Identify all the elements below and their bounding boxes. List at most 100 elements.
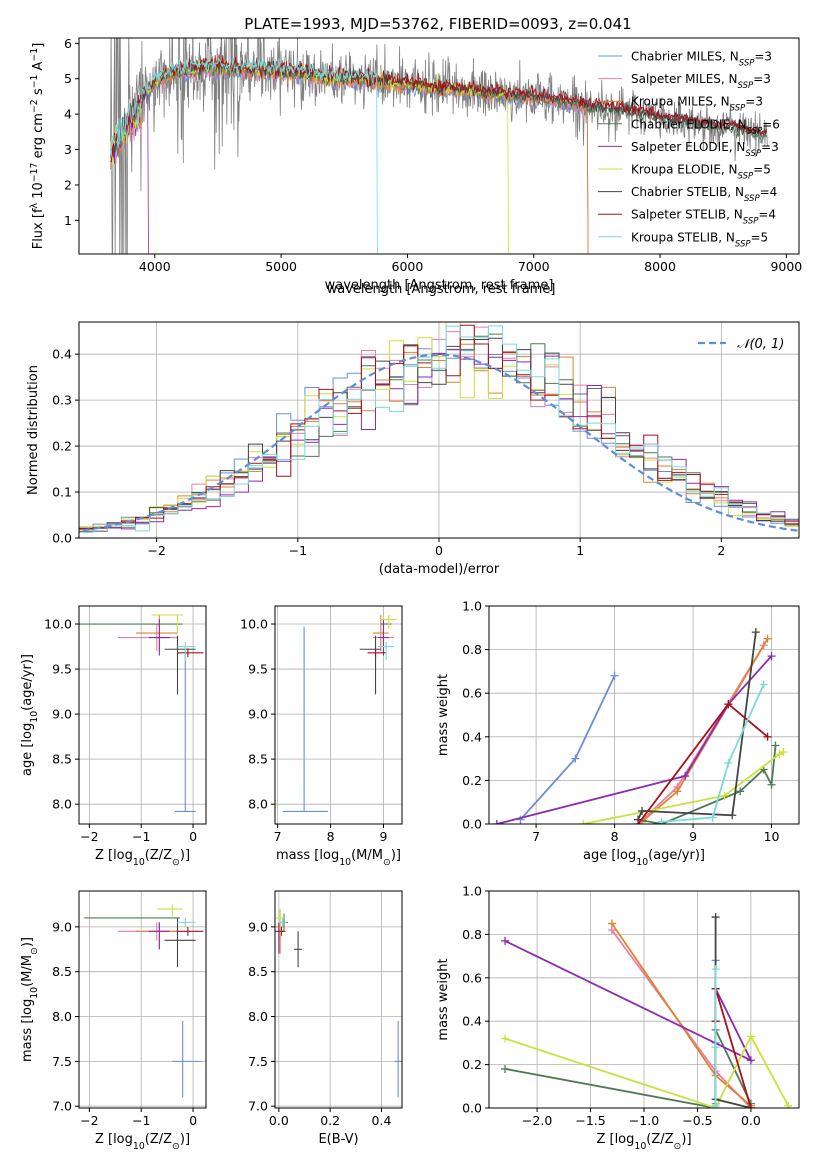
y-tick-label: 8.0 <box>248 1009 268 1024</box>
plot-area <box>492 628 788 824</box>
errorbar-point <box>278 917 287 927</box>
mass-weight-marker <box>492 820 501 824</box>
y-tick-label: 8.5 <box>52 752 72 767</box>
legend-entry: Kroupa MILES, NSSP=3 <box>631 95 763 114</box>
x-tick-label: 7000 <box>518 259 550 274</box>
mass-weight-marker <box>746 1056 755 1065</box>
plot-area <box>79 614 204 812</box>
x-axis-label: age [log10(age/yr)] <box>583 848 705 868</box>
errorbar-point <box>277 926 286 936</box>
x-axis-label: mass [log10(M/M⊙)] <box>276 848 401 868</box>
y-tick-label: 2 <box>64 177 72 192</box>
x-tick-label: 8 <box>611 829 619 844</box>
mass-weight-line <box>637 632 757 820</box>
mass-weight-marker <box>673 787 682 796</box>
mass-weight-marker <box>779 748 788 757</box>
legend-entry: Kroupa ELODIE, NSSP=5 <box>631 163 771 182</box>
errorbar-point <box>282 626 328 812</box>
y-tick-label: 7.0 <box>248 1099 268 1114</box>
legend-entry: Chabrier ELODIE, NSSP=6 <box>631 117 780 136</box>
y-tick-label: 8.0 <box>248 797 268 812</box>
mass-weight-marker <box>579 820 588 824</box>
errorbar-point <box>177 926 204 936</box>
legend-entry: Chabrier MILES, NSSP=3 <box>631 50 772 69</box>
x-tick-label: 9000 <box>770 259 802 274</box>
x-tick-label: 0.2 <box>320 1113 340 1128</box>
mass-weight-line <box>583 751 784 824</box>
mass-weight-marker <box>638 806 647 815</box>
mass-weight-marker <box>724 700 733 709</box>
mass-weight-marker <box>610 671 619 680</box>
x-axis-label: Z [log10(Z/Z⊙)] <box>596 1132 691 1152</box>
plot-area <box>282 615 397 812</box>
mass-weight-marker <box>746 1032 755 1041</box>
residual-histogram-step <box>79 326 799 529</box>
spectrum-axes: 4000 5000 6000 7000 8000 9000 1 2 3 4 5 6 wavelength… <box>29 36 803 297</box>
x-axis-label: wavelength [Angstrom, rest frame] <box>327 282 556 297</box>
y-tick-label: 0.0 <box>462 1101 482 1116</box>
x-tick-label: 5000 <box>265 259 297 274</box>
errorbar-point <box>164 635 196 695</box>
x-tick-label: −2 <box>147 543 165 558</box>
legend-entry: Salpeter MILES, NSSP=3 <box>631 72 771 91</box>
y-tick-label: 7.0 <box>52 1099 72 1114</box>
residual-histogram-step <box>79 343 799 531</box>
mass-weight-marker <box>784 1101 793 1108</box>
axes-frame <box>488 605 800 825</box>
y-tick-label: 8.5 <box>248 964 268 979</box>
mass-weight-marker <box>728 811 737 820</box>
errorbar-point <box>177 642 196 661</box>
y-tick-label: 9.0 <box>52 707 72 722</box>
errorbar-point <box>378 619 389 656</box>
mass-weight-marker <box>763 732 772 741</box>
errorbar-point <box>164 917 196 968</box>
x-axis-label: Z [log10(Z/Z⊙)] <box>95 848 190 868</box>
x-tick-label: 1 <box>576 543 584 558</box>
legend-entry: Kroupa STELIB, NSSP=5 <box>631 230 768 249</box>
errorbar-point <box>294 931 303 968</box>
mass-weight-marker <box>681 772 690 781</box>
errorbar-point <box>172 1021 201 1098</box>
y-tick-label: 10.0 <box>240 617 268 632</box>
y-tick-label: 0.0 <box>52 531 72 546</box>
y-tick-label: 1 <box>64 213 72 228</box>
mass-weight-marker <box>708 813 717 822</box>
y-tick-label: 8.0 <box>52 1009 72 1024</box>
y-tick-label: 0.3 <box>52 393 72 408</box>
y-tick-label: 0.2 <box>52 439 72 454</box>
age-vs-z-axes: −2 −1 0 8.0 8.5 9.0 9.5 10.0 Z [log10(Z/Z⊙)] age … <box>20 605 207 868</box>
errorbar-point <box>148 619 170 656</box>
x-tick-label: −0.5 <box>682 1113 712 1128</box>
weight-vs-z-axes: −2.0 −1.5 −1.0 −0.5 0.0 0.0 0.2 0.4 0.6 0.8 1.0 Z [… <box>436 884 800 1152</box>
errorbar-point <box>156 904 183 918</box>
x-tick-label: 9 <box>689 829 697 844</box>
weight-vs-age-axes: 7 8 9 10 0.0 0.2 0.4 0.6 0.8 1.0 age [log10(age/yr… <box>436 599 800 868</box>
y-tick-label: 5 <box>64 71 72 86</box>
mass-weight-marker <box>607 919 616 928</box>
legend-entry: 𝒩(0, 1) <box>737 337 784 352</box>
mass-weight-marker <box>759 680 768 689</box>
mass-weight-marker <box>767 652 776 661</box>
y-tick-label: 1.0 <box>462 884 482 899</box>
mass-weight-marker <box>751 628 760 637</box>
x-tick-label: 0 <box>189 829 197 844</box>
residual-histogram-step <box>79 324 799 530</box>
errorbar-point <box>394 1021 402 1098</box>
normal-curve <box>79 353 799 533</box>
mass-weight-marker <box>724 758 733 767</box>
errorbar-point <box>372 615 389 652</box>
y-tick-label: 7.5 <box>52 1054 72 1069</box>
errorbar-point <box>174 649 196 812</box>
mass-weight-marker <box>711 1043 720 1052</box>
axes-frame <box>274 890 403 1109</box>
x-tick-label: −1 <box>289 543 307 558</box>
mass-weight-marker <box>711 1101 720 1108</box>
plot-area <box>275 908 402 1098</box>
mass-weight-marker <box>657 817 666 824</box>
x-tick-label: 0.4 <box>372 1113 392 1128</box>
mass-weight-line <box>504 1034 790 1108</box>
model-spectrum-line <box>110 54 768 163</box>
y-tick-label: 9.5 <box>248 662 268 677</box>
x-tick-label: 10 <box>764 829 780 844</box>
